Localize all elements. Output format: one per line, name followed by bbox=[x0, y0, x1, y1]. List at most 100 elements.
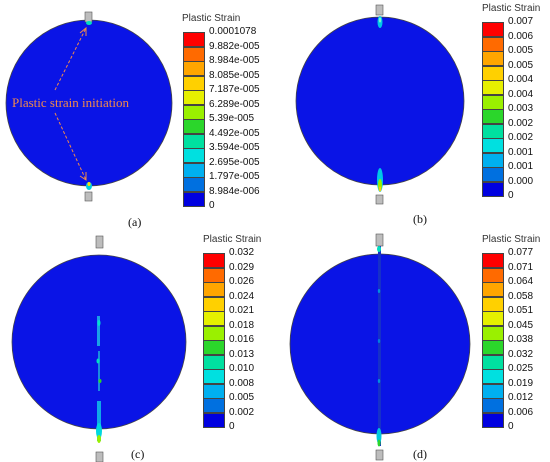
legend-label: 6.289e-005 bbox=[209, 98, 260, 110]
legend-title: Plastic Strain bbox=[482, 234, 541, 245]
legend-swatch bbox=[482, 36, 504, 52]
legend-label: 0.006 bbox=[508, 406, 534, 418]
legend-swatch bbox=[183, 162, 205, 178]
legend-swatch bbox=[482, 109, 504, 124]
legend-swatch bbox=[482, 253, 504, 268]
legend-swatch bbox=[482, 138, 504, 153]
legend-label: 0.005 bbox=[508, 59, 534, 71]
legend-swatch bbox=[482, 51, 504, 66]
legend-label: 0.029 bbox=[229, 261, 255, 273]
legend-swatch bbox=[482, 167, 504, 182]
legend-label: 0.002 bbox=[508, 132, 534, 143]
legend-swatch bbox=[203, 282, 225, 297]
legend-swatch bbox=[482, 152, 504, 168]
legend-swatch bbox=[183, 104, 205, 120]
legend-label: 0.012 bbox=[508, 392, 534, 403]
legend-title: Plastic Strain bbox=[203, 234, 262, 245]
annotation-arrow-down bbox=[54, 112, 87, 181]
strain-spot-top bbox=[86, 21, 92, 25]
legend-swatch bbox=[203, 340, 225, 355]
legend-label: 0.021 bbox=[229, 305, 255, 316]
strain-zone-bottom-core bbox=[378, 186, 382, 192]
legend-label: 4.492e-005 bbox=[209, 127, 260, 139]
legend-label: 0.025 bbox=[508, 363, 534, 374]
panel-caption: (c) bbox=[131, 447, 145, 461]
legend-label: 1.797e-005 bbox=[209, 171, 260, 182]
legend-label: 0 bbox=[229, 421, 235, 432]
top-loading-platen bbox=[375, 4, 384, 16]
panel-caption: (b) bbox=[413, 212, 427, 226]
legend-title: Plastic Strain bbox=[182, 13, 241, 24]
legend-label: 0.005 bbox=[229, 392, 255, 403]
legend-label: 0.007 bbox=[508, 16, 534, 27]
bottom-loading-platen bbox=[95, 451, 104, 462]
legend-swatch bbox=[482, 267, 504, 283]
legend-label: 9.882e-005 bbox=[209, 40, 260, 52]
bottom-loading-platen bbox=[375, 194, 384, 205]
legend-label: 2.695e-005 bbox=[209, 156, 260, 168]
legend-label: 0.064 bbox=[508, 276, 534, 287]
legend-swatch bbox=[183, 133, 205, 149]
disk-figure-a bbox=[5, 11, 173, 202]
legend-label: 0.058 bbox=[508, 290, 534, 302]
legend-swatch bbox=[482, 311, 504, 326]
panel-b: Plastic Strain 0.007 0.006 0.005 0.005 0.004… bbox=[275, 0, 550, 231]
legend-swatch bbox=[482, 369, 504, 384]
legend-swatch bbox=[203, 311, 225, 326]
legend-label: 0 bbox=[209, 200, 215, 211]
disk-figure-b bbox=[295, 4, 465, 205]
legend-label: 0.008 bbox=[229, 377, 255, 389]
legend-label: 0.000 bbox=[508, 175, 534, 187]
legend-label: 0.0001078 bbox=[209, 26, 257, 37]
legend-swatch bbox=[482, 181, 504, 197]
legend-swatch bbox=[482, 65, 504, 81]
legend-swatch bbox=[203, 325, 225, 341]
legend-label: 5.39e-005 bbox=[209, 113, 255, 124]
legend-label: 0.026 bbox=[229, 276, 255, 287]
legend-label: 0.001 bbox=[508, 161, 534, 172]
legend-label: 0.001 bbox=[508, 146, 534, 158]
strain-band bbox=[96, 316, 102, 443]
legend-label: 0.013 bbox=[229, 348, 255, 360]
legend-swatch bbox=[482, 325, 504, 341]
legend-label: 0.024 bbox=[229, 290, 255, 302]
legend-swatch bbox=[203, 412, 225, 428]
disk-figure-d bbox=[289, 233, 471, 461]
legend-swatch bbox=[203, 383, 225, 399]
annotation-arrow-up bbox=[54, 27, 87, 91]
legend-label: 0.032 bbox=[508, 348, 534, 360]
legend-title: Plastic Strain bbox=[482, 3, 541, 14]
legend-swatch bbox=[482, 296, 504, 312]
arrowhead-up bbox=[79, 26, 87, 36]
arrowhead-down bbox=[79, 172, 87, 181]
legend-swatch bbox=[203, 296, 225, 312]
legend-label: 0.016 bbox=[229, 334, 255, 345]
top-loading-platen bbox=[375, 233, 384, 247]
legend-label: 0.006 bbox=[508, 30, 534, 42]
legend-label: 8.984e-005 bbox=[209, 55, 260, 66]
panel-caption: (a) bbox=[128, 215, 142, 229]
legend-swatch bbox=[183, 90, 205, 105]
legend-swatch bbox=[203, 369, 225, 384]
panel-c: Plastic Strain 0.032 0.029 0.026 0.024 0.021… bbox=[0, 231, 275, 462]
legend-swatch bbox=[482, 383, 504, 399]
legend-label: 0.010 bbox=[229, 363, 255, 374]
legend-label: 3.594e-005 bbox=[209, 142, 260, 153]
strain-spot-bottom-core bbox=[87, 182, 91, 186]
legend-label: 0.032 bbox=[229, 247, 255, 258]
top-loading-platen bbox=[84, 11, 93, 23]
specimen-disk bbox=[295, 16, 465, 186]
legend-label: 0.004 bbox=[508, 74, 534, 85]
legend-swatch bbox=[482, 398, 504, 413]
legend-label: 0.045 bbox=[508, 319, 534, 331]
legend-label: 0.071 bbox=[508, 261, 534, 273]
annotation-text: Plastic strain initiation bbox=[12, 95, 129, 110]
legend-swatch bbox=[482, 354, 504, 370]
strain-band bbox=[376, 246, 382, 447]
legend-swatch bbox=[183, 61, 205, 76]
top-loading-platen bbox=[95, 235, 104, 249]
legend-swatch bbox=[482, 123, 504, 139]
legend-label: 8.984e-006 bbox=[209, 185, 260, 197]
legend-swatch bbox=[183, 191, 205, 207]
disk-figure-c bbox=[11, 235, 187, 462]
